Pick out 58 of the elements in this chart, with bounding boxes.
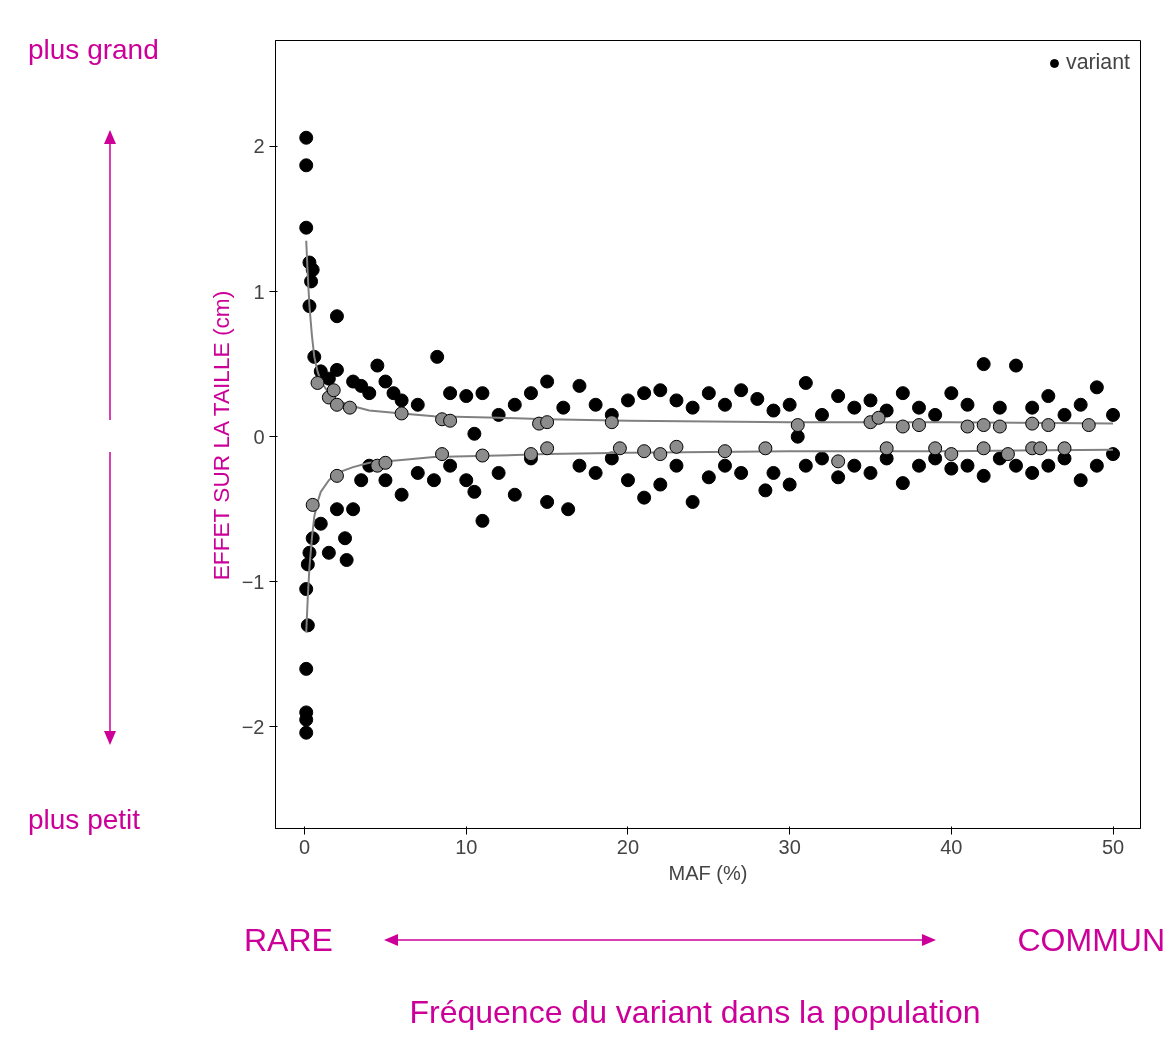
point — [653, 447, 668, 462]
point — [443, 413, 458, 428]
text: Fréquence du variant dans la population — [409, 993, 981, 1032]
point — [329, 397, 344, 412]
y-tick-label: −1 — [241, 570, 265, 593]
point — [879, 441, 894, 456]
y-tick-label: 0 — [253, 425, 265, 448]
x-tick-label: 50 — [1101, 835, 1125, 858]
point — [831, 454, 846, 469]
point — [637, 444, 652, 459]
point — [1041, 418, 1056, 433]
point — [1081, 418, 1096, 433]
point — [612, 441, 627, 456]
y-tick-label: −2 — [241, 715, 265, 738]
point — [928, 441, 943, 456]
point — [758, 441, 773, 456]
point — [540, 441, 555, 456]
point — [895, 419, 910, 434]
point — [871, 410, 886, 425]
text: plus grand — [28, 33, 159, 67]
point — [604, 415, 619, 430]
point — [1057, 441, 1072, 456]
point — [310, 376, 325, 390]
legend-label: variant — [1065, 50, 1130, 75]
y-tick-label: 1 — [253, 280, 265, 303]
text: plus petit — [28, 803, 141, 837]
point — [717, 444, 732, 459]
point — [475, 448, 490, 463]
point — [523, 447, 538, 462]
point — [1025, 416, 1040, 431]
point — [342, 400, 357, 415]
point — [1033, 441, 1048, 456]
point — [976, 418, 991, 433]
x-tick-label: 10 — [455, 835, 478, 858]
point — [326, 383, 341, 398]
x-tick-label: 40 — [940, 835, 963, 858]
point — [669, 439, 684, 454]
point — [912, 418, 926, 433]
point — [1000, 447, 1015, 462]
x-axis-title: MAF (%) — [668, 861, 748, 884]
point — [992, 419, 1007, 434]
x-tick-label: 30 — [778, 835, 801, 858]
point — [540, 415, 555, 430]
text: COMMUN — [1017, 921, 1165, 960]
point — [394, 406, 409, 421]
point — [305, 497, 320, 512]
point — [790, 418, 805, 433]
point — [944, 447, 959, 462]
y-tick-label: 2 — [253, 135, 265, 158]
point — [378, 455, 393, 470]
point — [435, 447, 450, 462]
point — [960, 419, 975, 434]
point — [329, 468, 344, 483]
point — [976, 441, 991, 456]
x-tick-label: 20 — [616, 835, 640, 858]
x-tick-label: 0 — [299, 835, 311, 858]
y-axis-title: EFFET SUR LA TAILLE (cm) — [207, 290, 234, 581]
text: RARE — [244, 921, 333, 960]
